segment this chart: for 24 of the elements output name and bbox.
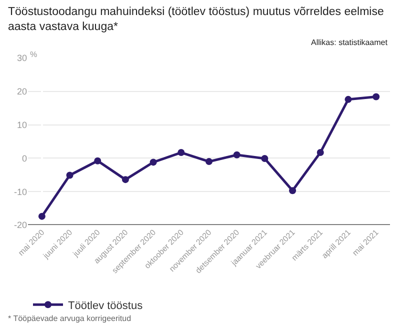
- point: [150, 158, 157, 166]
- y-tick-label: -10: [14, 186, 27, 197]
- text: * Tööpäevade arvuga korrigeeritud: [8, 314, 132, 323]
- point: [66, 172, 74, 179]
- y-tick-label: 0: [22, 153, 27, 164]
- chart-title: Tööstustoodangu mahuindeksi (töötlev tööstus) muutus võrreldes eelmise aasta vastava kuuga*: [8, 6, 384, 33]
- text: Allikas: statistikaamet: [311, 38, 388, 47]
- y-tick-label: 10: [16, 120, 27, 130]
- legend-label: Töötlev tööstus: [68, 300, 144, 312]
- point: [122, 176, 129, 184]
- point: [261, 155, 268, 162]
- point: [94, 157, 102, 164]
- y-tick-label: -20: [14, 220, 27, 230]
- point: [344, 96, 352, 103]
- point: [38, 212, 46, 220]
- y-tick-label: 20: [16, 86, 27, 97]
- y-axis-title: %: [30, 50, 38, 59]
- point: [289, 187, 296, 194]
- point: [206, 158, 212, 166]
- point: [178, 149, 185, 156]
- point: [372, 93, 380, 100]
- y-tick-label: 30: [16, 53, 27, 64]
- point: [316, 149, 324, 156]
- point: [233, 151, 240, 158]
